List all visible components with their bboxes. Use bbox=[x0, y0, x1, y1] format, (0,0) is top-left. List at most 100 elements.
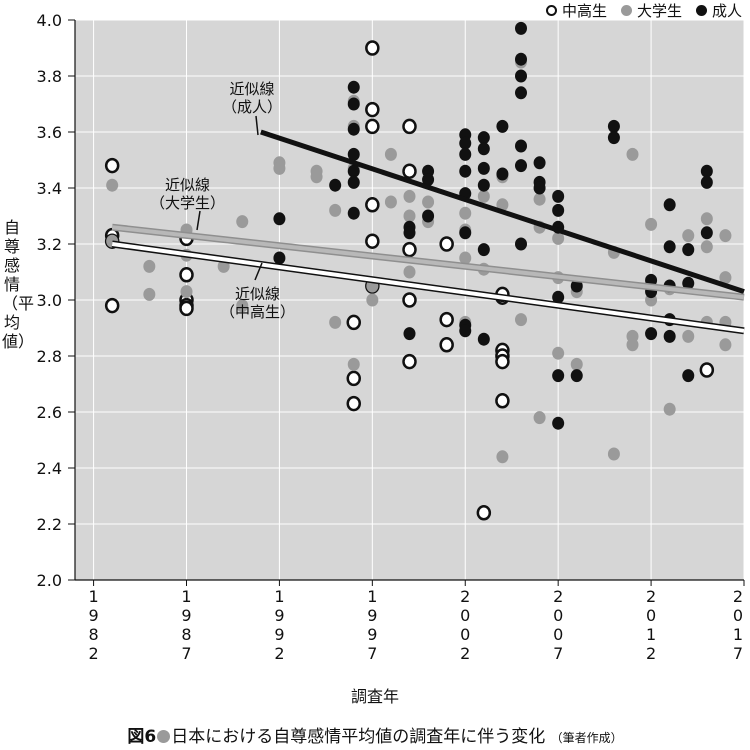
data-point-black bbox=[347, 206, 360, 220]
trend-lines bbox=[111, 115, 745, 335]
data-point-black bbox=[347, 164, 360, 178]
data-point-gray bbox=[477, 189, 490, 203]
data-point-black bbox=[459, 147, 472, 161]
data-point-open bbox=[365, 118, 380, 135]
data-point-gray bbox=[552, 346, 565, 360]
data-point-black bbox=[403, 226, 416, 240]
annotation-line: （成人） bbox=[222, 98, 283, 116]
annotation-leader bbox=[196, 210, 201, 231]
data-point-gray bbox=[403, 265, 416, 279]
data-point-gray bbox=[663, 402, 676, 416]
data-point-black bbox=[682, 276, 695, 290]
data-point-gray bbox=[329, 203, 342, 217]
data-point-black bbox=[477, 243, 490, 257]
data-point-open bbox=[402, 292, 417, 308]
data-point-open bbox=[476, 505, 492, 521]
data-point-black bbox=[422, 209, 435, 223]
data-point-black bbox=[533, 156, 546, 170]
data-point-open bbox=[439, 236, 454, 252]
legend-item-adult: 成人 bbox=[695, 0, 742, 21]
data-point-black bbox=[515, 21, 527, 35]
data-point-gray bbox=[422, 195, 435, 209]
data-point-open bbox=[365, 101, 380, 118]
data-point-black bbox=[607, 131, 620, 145]
data-point-black bbox=[347, 97, 360, 111]
data-point-gray bbox=[719, 271, 732, 285]
data-point-open bbox=[179, 267, 194, 283]
data-point-gray bbox=[384, 195, 397, 209]
annotation-line: （大学生） bbox=[150, 194, 226, 212]
data-point-gray bbox=[236, 299, 249, 313]
y-axis-ticks: 2.0 2.2 2.4 2.6 2.8 3.0 3.2 3.4 3.6 3.8 4.0 bbox=[37, 11, 744, 590]
data-point-gray bbox=[682, 229, 695, 243]
data-point-gray bbox=[143, 259, 156, 273]
figure-title: 日本における自尊感情平均値の調査年に伴う変化 bbox=[171, 727, 546, 747]
legend: 中高生 大学生 成人 bbox=[545, 0, 742, 21]
annotation-line: （中高生） bbox=[220, 303, 296, 321]
annotation-line: 近似線 bbox=[165, 176, 211, 194]
data-point-black bbox=[515, 139, 527, 153]
data-point-black bbox=[515, 69, 527, 83]
data-point-black bbox=[459, 324, 472, 338]
data-point-open bbox=[439, 337, 454, 353]
annotation-middle-high: 近似線 （中高生） bbox=[220, 285, 295, 321]
data-point-gray bbox=[700, 240, 713, 254]
data-point-open bbox=[495, 353, 510, 370]
y-tick-label: 2.8 bbox=[37, 347, 62, 366]
data-point-black bbox=[645, 327, 658, 341]
trendline-adult bbox=[260, 129, 745, 294]
x-axis-ticks: 1 9 8 2 1 9 8 7 1 9 9 2 1 9 9 7 2 0 0 2 2 0 0 7 2 0 1 2 2 0 1 7 bbox=[88, 580, 745, 663]
trendline-university-inner bbox=[111, 225, 745, 300]
data-point-black bbox=[700, 226, 713, 240]
y-tick-label: 2.6 bbox=[37, 403, 62, 422]
data-point-black bbox=[663, 240, 676, 254]
data-point-open bbox=[365, 40, 380, 56]
y-tick-label: 3.2 bbox=[37, 235, 62, 254]
data-point-gray bbox=[459, 251, 472, 265]
legend-item-university: 大学生 bbox=[620, 0, 682, 21]
data-point-black bbox=[496, 167, 509, 181]
data-point-black bbox=[329, 178, 342, 192]
data-point-gray bbox=[236, 215, 249, 229]
y-tick-label: 2.4 bbox=[37, 459, 62, 478]
data-point-open bbox=[104, 297, 120, 314]
data-point-black bbox=[663, 329, 676, 343]
x-axis-label: 調査年 bbox=[350, 687, 399, 706]
data-point-gray bbox=[310, 170, 323, 184]
annotation-line: 近似線 bbox=[229, 80, 275, 98]
data-point-black bbox=[552, 189, 565, 203]
data-point-black bbox=[552, 369, 565, 383]
data-point-black bbox=[273, 212, 286, 226]
data-point-gray bbox=[626, 147, 639, 161]
data-point-gray bbox=[700, 212, 713, 226]
data-point-black bbox=[496, 119, 509, 133]
data-point-black bbox=[552, 416, 565, 430]
data-point-black bbox=[459, 136, 472, 150]
data-point-black bbox=[273, 251, 286, 265]
data-point-black bbox=[347, 175, 360, 189]
annotation-leader bbox=[254, 262, 263, 281]
data-point-gray bbox=[366, 293, 379, 307]
y-tick-label: 4.0 bbox=[37, 11, 62, 30]
data-point-black bbox=[700, 164, 713, 178]
data-point-gray bbox=[533, 411, 546, 425]
data-point-gray bbox=[180, 285, 193, 299]
data-point-black bbox=[515, 159, 527, 173]
legend-label: 成人 bbox=[711, 2, 742, 20]
data-point-gray bbox=[552, 231, 565, 245]
data-point-black bbox=[700, 175, 713, 189]
data-point-black bbox=[533, 181, 546, 195]
annotation-adult: 近似線 （成人） bbox=[222, 80, 282, 116]
trendline-middle-high-inner bbox=[111, 242, 745, 333]
data-point-gray bbox=[533, 192, 546, 206]
data-point-open bbox=[402, 118, 417, 135]
annotation-university: 近似線 （大学生） bbox=[150, 176, 225, 212]
data-point-open bbox=[179, 300, 194, 317]
bullet-dot-icon bbox=[157, 730, 171, 743]
data-point-black bbox=[347, 147, 360, 161]
